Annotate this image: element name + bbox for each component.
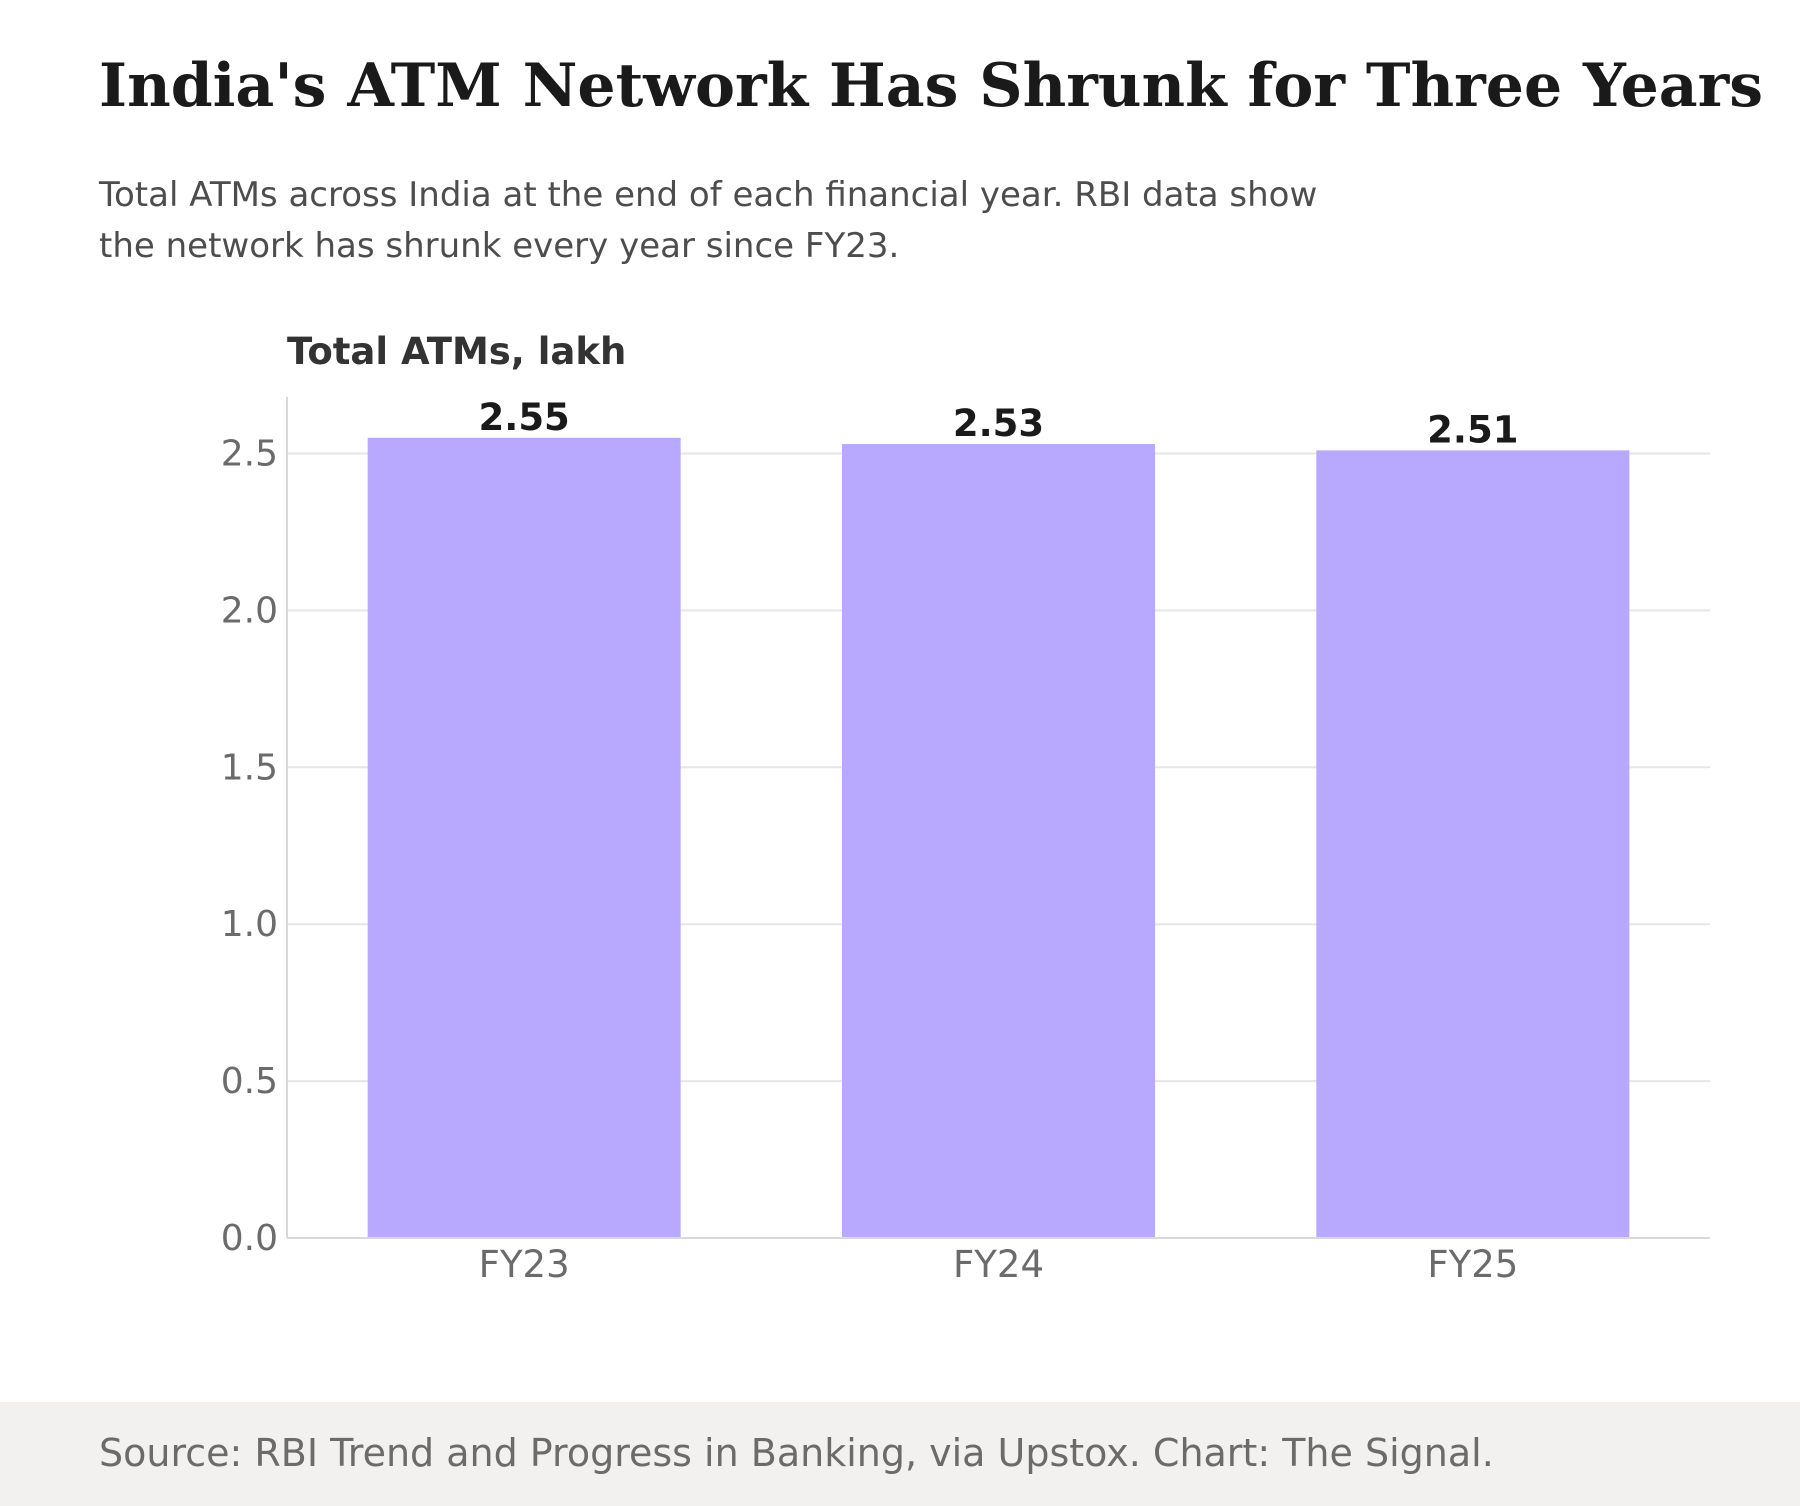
data-label: 2.51 — [1427, 408, 1518, 451]
x-tick-label: FY25 — [1427, 1243, 1518, 1286]
labels: 0.0 0.5 1.0 1.5 2.0 2.5 Total ATMs, lakh 2.55 FY… — [221, 330, 1519, 1286]
x-tick-label: FY23 — [479, 1243, 570, 1286]
footer: Source: RBI Trend and Progress in Bankin… — [0, 1402, 1800, 1506]
y-tick-label: 2.5 — [221, 433, 278, 474]
source-note: Source: RBI Trend and Progress in Bankin… — [99, 1431, 1494, 1475]
y-tick-label: 2.0 — [221, 590, 278, 631]
y-tick-label: 0.0 — [221, 1218, 278, 1259]
bar — [842, 444, 1155, 1238]
bar — [367, 437, 681, 1238]
y-tick-label: 1.5 — [221, 747, 278, 788]
chart-subtitle: Total ATMs across India at the end of ea… — [99, 175, 1318, 266]
y-axis-title: Total ATMs, lakh — [287, 330, 626, 373]
bars — [367, 437, 1630, 1238]
axes — [286, 397, 1710, 1239]
y-tick-label: 0.5 — [221, 1061, 278, 1102]
bar-chart: 0.0 0.5 1.0 1.5 2.0 2.5 Total ATMs, lakh 2.55 FY… — [221, 330, 1710, 1286]
chart-title: India's ATM Network Has Shrunk for Three… — [99, 51, 1764, 121]
data-label: 2.55 — [479, 396, 570, 439]
data-label: 2.53 — [953, 402, 1044, 445]
y-tick-label: 1.0 — [221, 904, 278, 945]
x-tick-label: FY24 — [953, 1243, 1044, 1286]
bar — [1316, 450, 1630, 1238]
